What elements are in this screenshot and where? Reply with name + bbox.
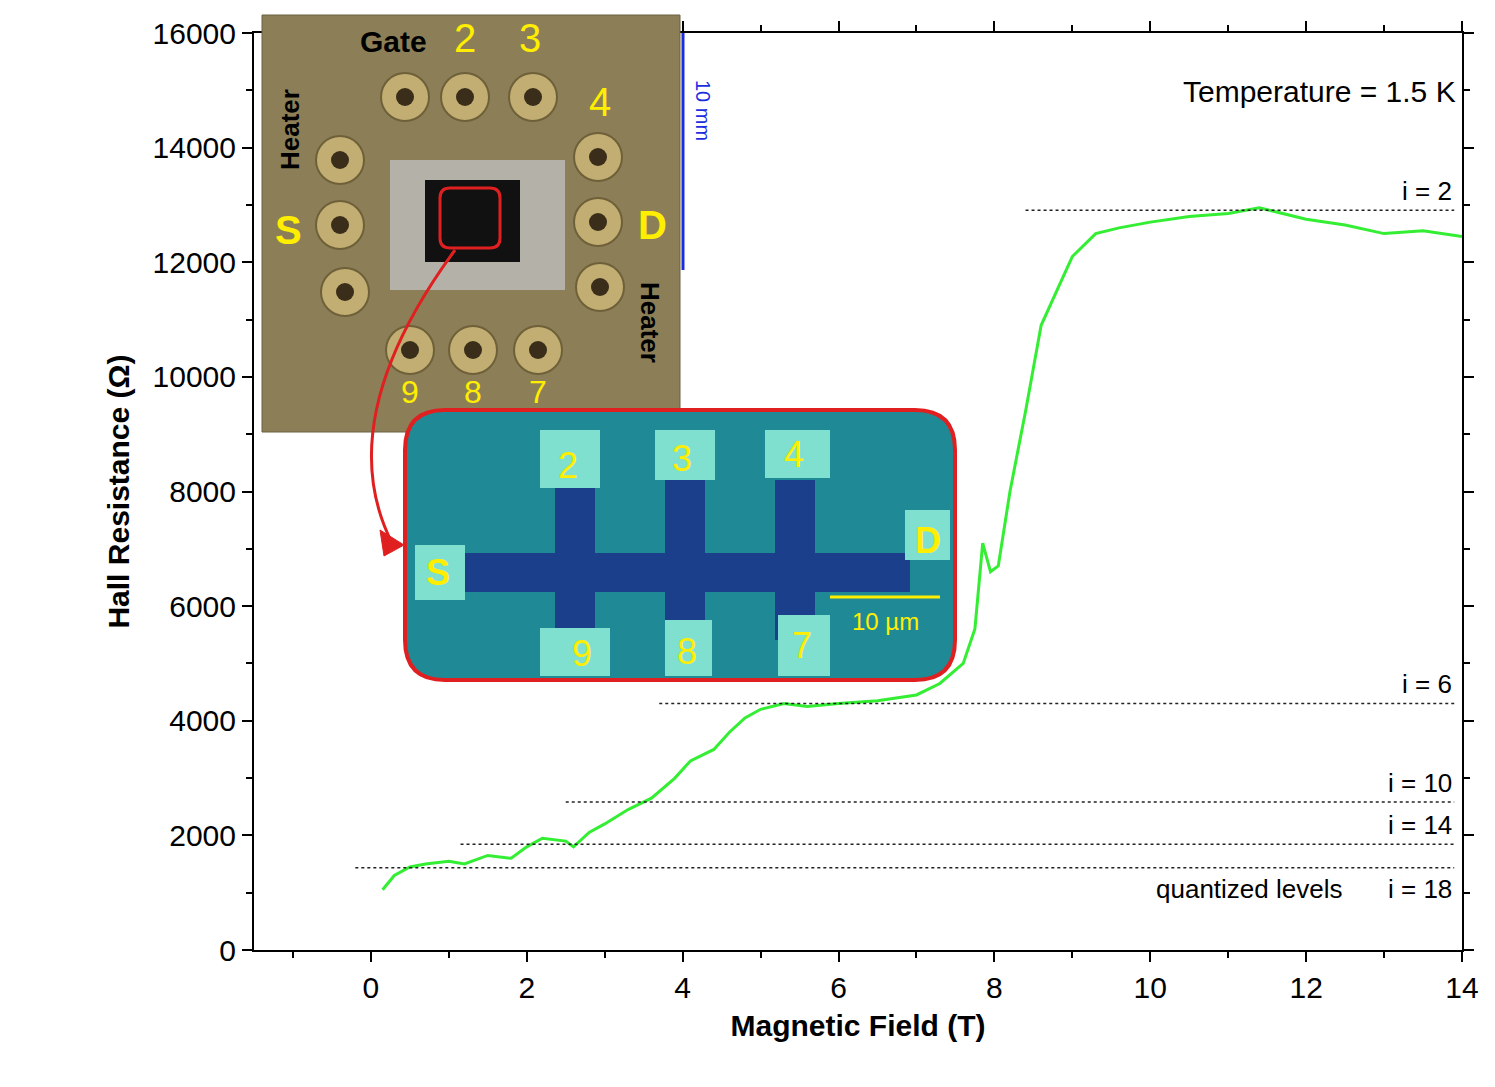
- svg-text:6000: 6000: [169, 590, 236, 623]
- svg-text:10 mm: 10 mm: [692, 80, 714, 141]
- svg-text:Heater: Heater: [635, 282, 665, 363]
- svg-text:12: 12: [1289, 971, 1322, 1004]
- svg-text:2: 2: [558, 445, 578, 486]
- svg-text:i = 14: i = 14: [1388, 810, 1452, 840]
- svg-text:4: 4: [589, 80, 611, 124]
- svg-text:4: 4: [784, 434, 804, 475]
- svg-text:quantized levels: quantized levels: [1156, 874, 1342, 904]
- svg-text:2000: 2000: [169, 819, 236, 852]
- svg-text:i = 18: i = 18: [1388, 874, 1452, 904]
- svg-text:i = 6: i = 6: [1402, 669, 1452, 699]
- svg-text:14000: 14000: [153, 131, 236, 164]
- svg-text:7: 7: [792, 625, 812, 666]
- svg-text:S: S: [275, 208, 302, 252]
- svg-text:12000: 12000: [153, 246, 236, 279]
- svg-text:3: 3: [519, 16, 541, 60]
- svg-text:Gate: Gate: [360, 25, 427, 58]
- svg-text:i = 10: i = 10: [1388, 768, 1452, 798]
- svg-text:D: D: [915, 520, 941, 561]
- svg-text:4: 4: [674, 971, 691, 1004]
- svg-text:i = 2: i = 2: [1402, 176, 1452, 206]
- svg-text:14: 14: [1445, 971, 1478, 1004]
- svg-text:8000: 8000: [169, 475, 236, 508]
- svg-text:Heater: Heater: [275, 89, 305, 170]
- svg-text:S: S: [426, 552, 450, 593]
- svg-text:10000: 10000: [153, 360, 236, 393]
- svg-text:Magnetic Field (T): Magnetic Field (T): [731, 1009, 986, 1042]
- svg-text:10: 10: [1134, 971, 1167, 1004]
- svg-text:10 µm: 10 µm: [852, 608, 919, 635]
- svg-text:0: 0: [363, 971, 380, 1004]
- svg-text:8: 8: [986, 971, 1003, 1004]
- svg-text:4000: 4000: [169, 704, 236, 737]
- svg-text:D: D: [638, 203, 667, 247]
- svg-text:8: 8: [677, 631, 697, 672]
- svg-text:Hall Resistance (Ω): Hall Resistance (Ω): [102, 354, 135, 628]
- svg-text:16000: 16000: [153, 17, 236, 50]
- svg-text:9: 9: [572, 633, 592, 674]
- svg-text:3: 3: [672, 438, 692, 479]
- svg-text:8: 8: [464, 374, 482, 410]
- svg-text:2: 2: [454, 16, 476, 60]
- svg-text:2: 2: [518, 971, 535, 1004]
- svg-text:7: 7: [529, 374, 547, 410]
- svg-text:Temperature = 1.5 K: Temperature = 1.5 K: [1183, 75, 1456, 108]
- svg-text:9: 9: [401, 374, 419, 410]
- svg-text:6: 6: [830, 971, 847, 1004]
- svg-text:0: 0: [219, 934, 236, 967]
